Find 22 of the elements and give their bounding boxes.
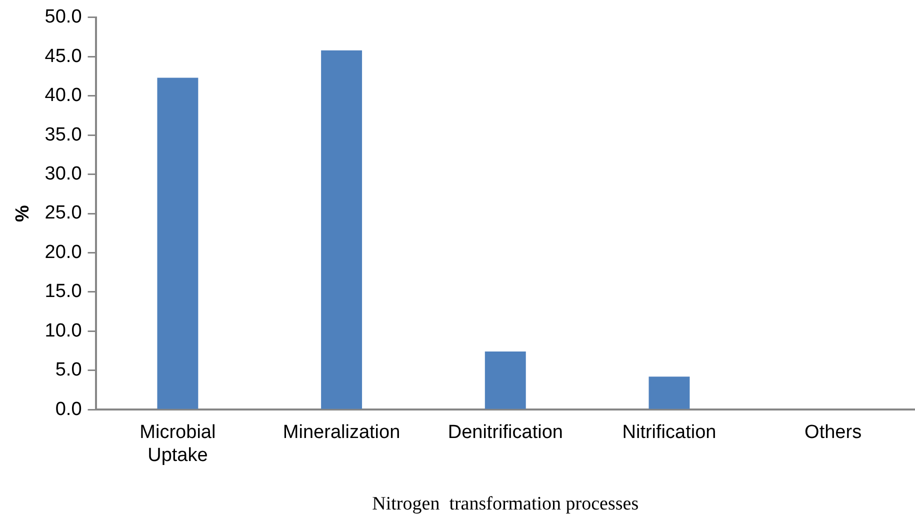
y-tick-label: 20.0 <box>44 242 82 263</box>
x-tick-label: Mineralization <box>282 422 400 444</box>
y-tick-label: 50.0 <box>44 6 82 28</box>
bar <box>648 376 690 409</box>
bar <box>321 50 362 409</box>
y-tick-label: 5.0 <box>55 360 82 381</box>
x-tick-label: Others <box>804 422 862 444</box>
y-tick-label: 30.0 <box>44 164 82 185</box>
y-tick-label: 35.0 <box>44 124 82 146</box>
y-tick-label: 45.0 <box>44 46 82 67</box>
y-axis-title: % <box>12 204 34 222</box>
y-tick-label: 0.0 <box>55 398 82 420</box>
y-tick-label: 10.0 <box>44 320 82 342</box>
x-axis-title: Nitrogen transformation processes <box>372 494 639 515</box>
y-tick-label: 40.0 <box>44 85 82 106</box>
bar <box>484 352 526 409</box>
x-tick-label: Nitrification <box>622 422 716 444</box>
x-tick-label: Microbial Uptake <box>140 422 216 466</box>
bar <box>157 78 198 409</box>
y-tick-label: 15.0 <box>44 281 82 302</box>
y-tick-label: 25.0 <box>44 202 82 224</box>
x-tick-label: Denitrification <box>448 422 563 444</box>
